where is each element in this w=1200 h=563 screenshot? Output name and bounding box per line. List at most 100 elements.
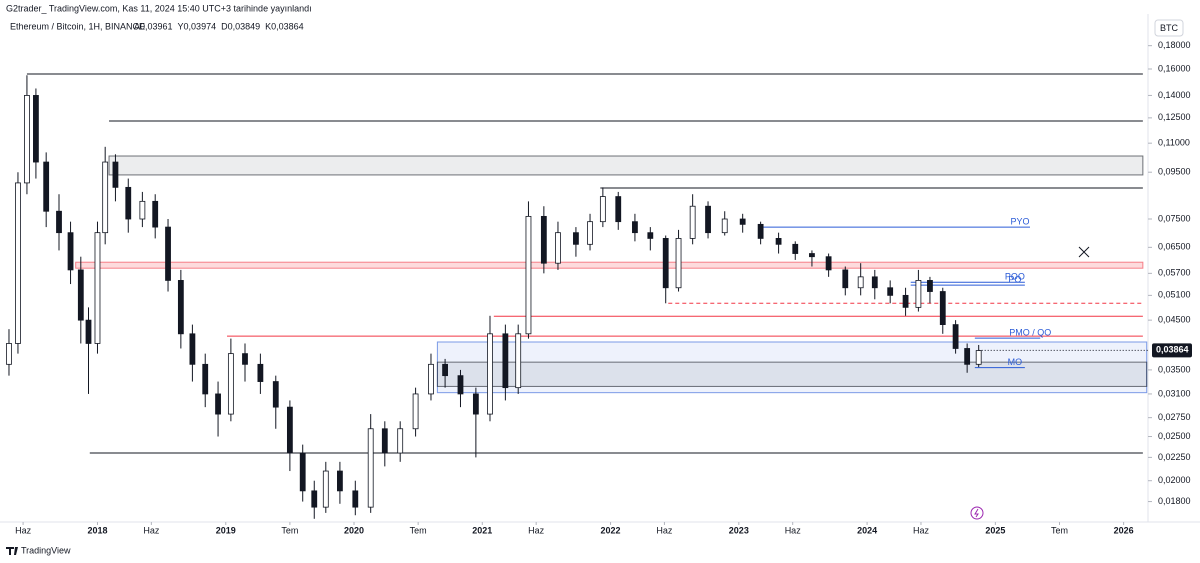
candle-body <box>299 452 306 492</box>
x-tick-label: Haz <box>528 525 545 535</box>
candle-body <box>94 232 101 344</box>
candle-body <box>555 232 561 264</box>
candle-body <box>599 196 606 223</box>
y-tick-label: 0,06500 <box>1158 242 1191 252</box>
x-tick-label: 2019 <box>216 525 236 535</box>
candle-body <box>739 218 746 225</box>
y-tick-label: 0,02250 <box>1158 452 1191 462</box>
y-tick-label: 0,02500 <box>1158 431 1191 441</box>
y-tick-label: 0,18000 <box>1158 40 1191 50</box>
candle-body <box>367 428 374 508</box>
candle-body <box>24 95 30 184</box>
event-icon <box>970 506 984 520</box>
x-tick-label: 2024 <box>857 525 877 535</box>
candle-body <box>857 276 864 289</box>
x-tick-label: Haz <box>143 525 160 535</box>
x-tick-label: Haz <box>785 525 802 535</box>
candle-body <box>573 232 579 245</box>
candle-body <box>775 238 782 245</box>
candle-body <box>189 333 196 365</box>
y-tick-label: 0,16000 <box>1158 63 1191 73</box>
x-tick-label: 2025 <box>985 525 1005 535</box>
y-tick-label: 0,04500 <box>1158 315 1191 325</box>
level-label: PO <box>1008 275 1021 285</box>
x-tick-label: 2021 <box>472 525 492 535</box>
candle-body <box>272 381 279 408</box>
candle-body <box>515 333 522 389</box>
candle-body <box>67 232 74 271</box>
cross-marker <box>1078 246 1090 258</box>
candle-body <box>202 363 209 395</box>
last-price-tag <box>1152 343 1192 358</box>
candle-body <box>257 363 264 382</box>
candle-body <box>6 343 12 365</box>
legend-value: D0,03849 <box>221 21 260 31</box>
candle-body <box>139 200 146 220</box>
candle-body <box>540 215 547 264</box>
legend-value: Y0,03974 <box>178 21 217 31</box>
level-label: MO <box>1008 357 1023 367</box>
candle-body <box>615 196 622 223</box>
y-tick-label: 0,14000 <box>1158 90 1191 100</box>
candle-body <box>457 375 464 395</box>
x-tick-label: 2023 <box>729 525 749 535</box>
candle-body <box>337 470 343 492</box>
candle-body <box>56 210 62 234</box>
candle-body <box>809 253 815 258</box>
candle-body <box>721 218 728 234</box>
y-tick-label: 0,02000 <box>1158 475 1191 485</box>
candle-body <box>689 205 696 239</box>
x-tick-label: 2020 <box>344 525 364 535</box>
zone <box>75 261 1144 269</box>
legend-value: A0,03961 <box>134 21 173 31</box>
x-tick-label: Haz <box>15 525 32 535</box>
candle-body <box>647 232 654 239</box>
brand: TradingView <box>21 545 71 555</box>
candle-body <box>177 280 184 335</box>
currency: BTC <box>1160 23 1179 33</box>
candle-body <box>442 363 448 377</box>
published: G2trader_ TradingView.com, Kas 11, 2024 … <box>6 3 312 13</box>
x-tick-label: Tem <box>410 525 427 535</box>
candle-body <box>502 333 509 389</box>
candle-body <box>705 205 711 234</box>
x-tick-label: Haz <box>913 525 930 535</box>
x-tick-label: 2018 <box>87 525 107 535</box>
candle-body <box>352 490 359 508</box>
candle-body <box>85 319 92 344</box>
candle-body <box>428 363 434 395</box>
level-label: PYO <box>1010 216 1029 226</box>
level-label: POO <box>1005 272 1025 282</box>
event-icon <box>974 508 979 518</box>
y-tick-label: 0,09500 <box>1158 167 1191 177</box>
candle-body <box>125 186 132 220</box>
y-tick-label: 0,05100 <box>1158 290 1191 300</box>
y-tick-label: 0,03500 <box>1158 364 1191 374</box>
candle-body <box>381 428 388 454</box>
chart-title: Ethereum / Bitcoin, 1H, BINANCE <box>10 21 145 31</box>
candle-body <box>902 294 909 308</box>
zone <box>436 361 1148 387</box>
candle-body <box>887 287 894 296</box>
candle-body <box>412 393 419 430</box>
x-tick-label: Haz <box>656 525 673 535</box>
candle-body <box>525 215 532 335</box>
candle-body <box>102 161 109 234</box>
candle-body <box>215 393 221 415</box>
candle-body <box>227 353 234 415</box>
candle-body <box>112 161 119 188</box>
y-tick-label: 0,02750 <box>1158 412 1191 422</box>
x-tick-label: Tem <box>281 525 298 535</box>
level-label: PMO / QO <box>1009 327 1051 337</box>
candle-body <box>587 221 593 245</box>
candle-body <box>871 276 878 289</box>
candle-body <box>165 226 171 281</box>
y-tick-label: 0,05700 <box>1158 268 1191 278</box>
candle-body <box>842 269 849 289</box>
candle-body <box>242 353 248 365</box>
candle-body <box>964 348 971 365</box>
candle-body <box>33 95 39 163</box>
candle-body <box>286 406 293 454</box>
y-tick-label: 0,01800 <box>1158 496 1191 506</box>
